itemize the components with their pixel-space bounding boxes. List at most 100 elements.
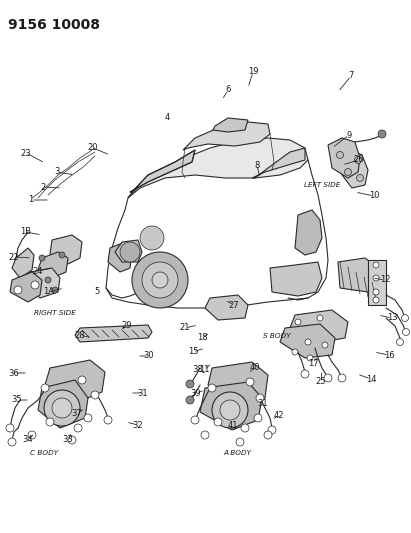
Polygon shape: [340, 150, 368, 188]
Circle shape: [397, 338, 404, 345]
Text: 10: 10: [369, 191, 379, 200]
Circle shape: [305, 339, 311, 345]
Text: 42: 42: [274, 410, 284, 419]
Text: 6: 6: [225, 85, 231, 94]
Circle shape: [31, 281, 39, 289]
Circle shape: [402, 328, 409, 335]
Bar: [368, 260, 386, 305]
Polygon shape: [205, 295, 248, 320]
Circle shape: [264, 431, 272, 439]
Circle shape: [74, 424, 82, 432]
Circle shape: [140, 226, 164, 250]
Text: 2: 2: [40, 182, 46, 191]
Text: 23: 23: [21, 149, 31, 157]
Circle shape: [373, 262, 379, 268]
Polygon shape: [75, 325, 152, 342]
Text: 9: 9: [346, 131, 352, 140]
Text: 26: 26: [354, 156, 364, 165]
Circle shape: [59, 252, 65, 258]
Polygon shape: [25, 268, 60, 298]
Text: 38: 38: [193, 366, 203, 375]
Circle shape: [208, 384, 216, 392]
Circle shape: [355, 157, 362, 164]
Text: 35: 35: [12, 395, 22, 405]
Circle shape: [186, 396, 194, 404]
Text: 1: 1: [28, 196, 34, 205]
Polygon shape: [128, 138, 308, 198]
Text: 17: 17: [308, 359, 318, 367]
Polygon shape: [270, 262, 322, 296]
Text: 22: 22: [9, 253, 19, 262]
Polygon shape: [38, 380, 88, 428]
Text: 1A: 1A: [44, 287, 55, 296]
Polygon shape: [290, 310, 348, 342]
Polygon shape: [338, 258, 380, 292]
Circle shape: [356, 174, 363, 182]
Text: 36: 36: [9, 368, 19, 377]
Circle shape: [84, 414, 92, 422]
Circle shape: [292, 349, 298, 355]
Text: C BODY: C BODY: [30, 450, 58, 456]
Text: 28: 28: [75, 330, 85, 340]
Circle shape: [120, 242, 140, 262]
Polygon shape: [213, 118, 248, 132]
Text: 5: 5: [95, 287, 99, 295]
Circle shape: [402, 314, 409, 321]
Circle shape: [324, 374, 332, 382]
Circle shape: [191, 416, 199, 424]
Circle shape: [68, 436, 76, 444]
Circle shape: [214, 418, 222, 426]
Circle shape: [39, 255, 45, 261]
Text: S BODY: S BODY: [263, 333, 291, 339]
Polygon shape: [45, 360, 105, 402]
Circle shape: [373, 275, 379, 281]
Polygon shape: [208, 362, 268, 405]
Text: RIGHT SIDE: RIGHT SIDE: [34, 310, 76, 316]
Text: 11: 11: [199, 366, 209, 375]
Text: 37: 37: [72, 409, 82, 418]
Text: 25: 25: [316, 377, 326, 386]
Circle shape: [91, 391, 99, 399]
Circle shape: [152, 272, 168, 288]
Circle shape: [142, 262, 178, 298]
Text: 12: 12: [380, 276, 390, 285]
Polygon shape: [200, 382, 262, 430]
Circle shape: [301, 370, 309, 378]
Text: 13: 13: [387, 313, 397, 322]
Polygon shape: [138, 255, 168, 290]
Circle shape: [201, 431, 209, 439]
Circle shape: [378, 130, 386, 138]
Circle shape: [212, 392, 248, 428]
Circle shape: [317, 315, 323, 321]
Polygon shape: [295, 210, 322, 255]
Circle shape: [14, 286, 22, 294]
Circle shape: [186, 380, 194, 388]
Text: 33: 33: [62, 435, 74, 445]
Circle shape: [295, 319, 301, 325]
Text: 21: 21: [180, 324, 190, 333]
Circle shape: [46, 418, 54, 426]
Circle shape: [220, 400, 240, 420]
Circle shape: [254, 414, 262, 422]
Text: LEFT SIDE: LEFT SIDE: [304, 182, 340, 188]
Circle shape: [241, 424, 249, 432]
Text: 34: 34: [23, 435, 33, 445]
Polygon shape: [12, 248, 34, 278]
Text: 15: 15: [188, 348, 198, 357]
Circle shape: [104, 416, 112, 424]
Polygon shape: [38, 252, 68, 278]
Circle shape: [256, 394, 264, 402]
Text: 27: 27: [229, 301, 239, 310]
Circle shape: [373, 289, 379, 295]
Circle shape: [236, 438, 244, 446]
Text: 31: 31: [138, 389, 148, 398]
Circle shape: [268, 426, 276, 434]
Circle shape: [8, 438, 16, 446]
Circle shape: [307, 355, 313, 361]
Text: 41: 41: [228, 421, 238, 430]
Circle shape: [28, 431, 36, 439]
Polygon shape: [115, 240, 142, 262]
Circle shape: [45, 277, 51, 283]
Polygon shape: [130, 150, 195, 192]
Circle shape: [322, 342, 328, 348]
